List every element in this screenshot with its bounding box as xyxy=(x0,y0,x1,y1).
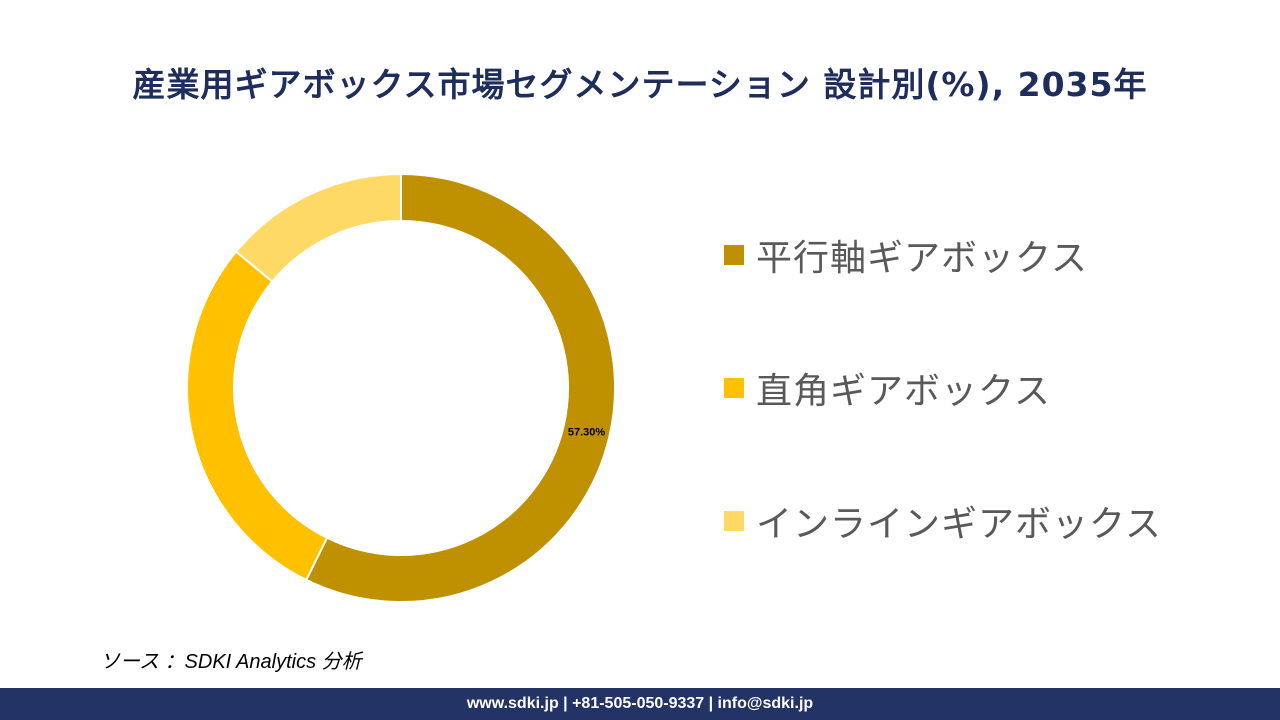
footer-bar: www.sdki.jp | +81-505-050-9337 | info@sd… xyxy=(0,688,1280,720)
donut-slice xyxy=(186,250,329,582)
legend-label: 直角ギアボックス xyxy=(756,371,1051,412)
legend-swatch xyxy=(724,245,744,265)
legend-swatch xyxy=(724,511,744,531)
legend-item-inline: インラインギアボックス xyxy=(724,496,1162,546)
legend-item-right-angle: 直角ギアボックス xyxy=(724,363,1051,413)
donut-data-labels: 57.30% xyxy=(568,426,606,438)
legend-label: 平行軸ギアボックス xyxy=(756,238,1088,279)
source-note: ソース ：SDKI Analytics 分析 xyxy=(100,651,362,673)
donut-slice xyxy=(234,172,402,283)
donut-slice xyxy=(304,172,616,603)
chart-title: 産業用ギアボックス市場セグメンテーション 設計別(%), 2035年 xyxy=(132,65,1148,104)
donut-slices xyxy=(186,172,616,603)
slice-data-label: 57.30% xyxy=(568,426,606,438)
legend-label: インラインギアボックス xyxy=(756,504,1162,545)
footer-contact: www.sdki.jp | +81-505-050-9337 | info@sd… xyxy=(466,695,814,712)
legend-item-parallel-shaft: 平行軸ギアボックス xyxy=(724,230,1088,280)
legend-swatch xyxy=(724,378,744,398)
